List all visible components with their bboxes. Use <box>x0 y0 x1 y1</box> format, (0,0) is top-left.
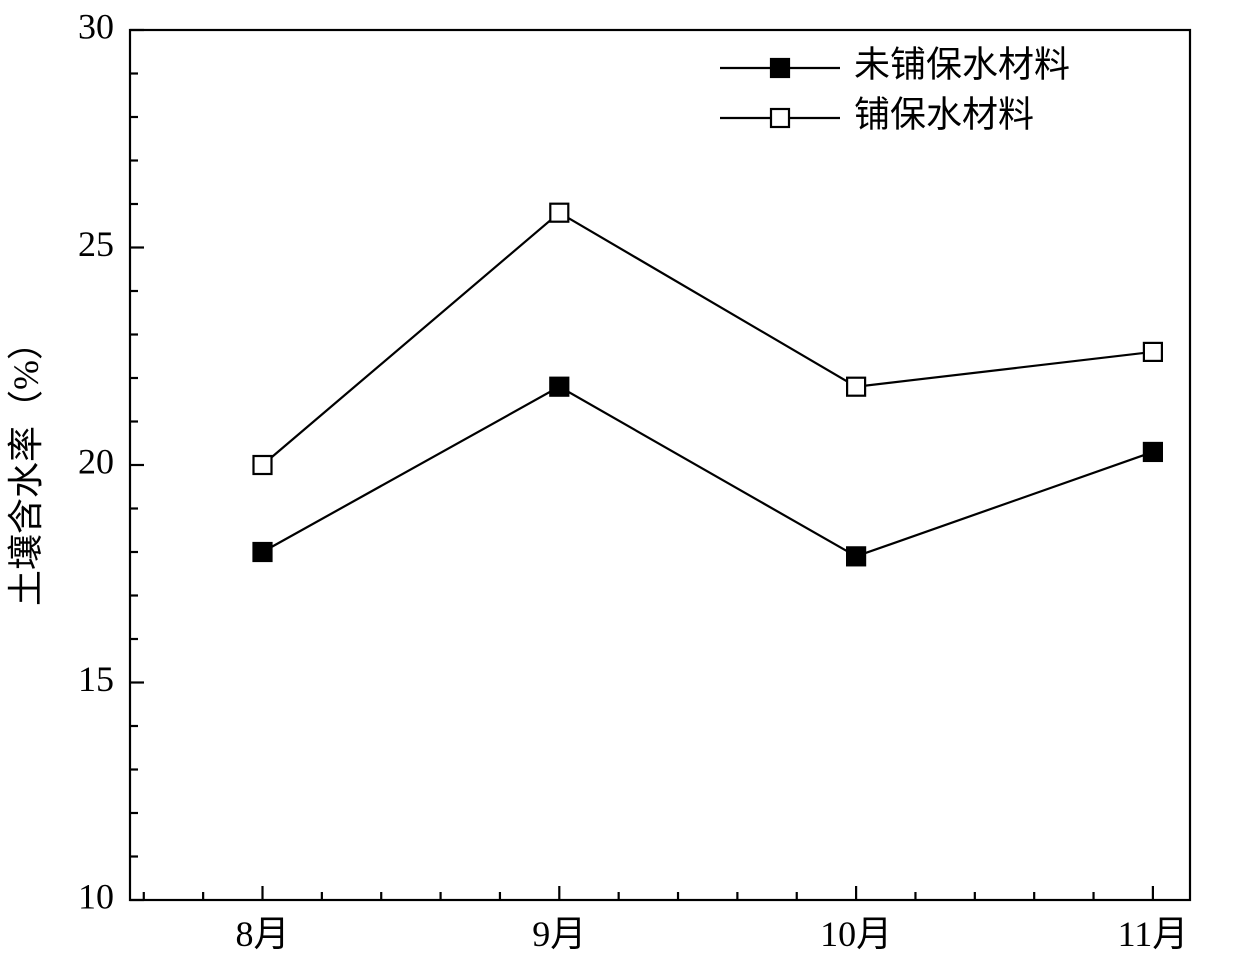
legend-label-mulch: 铺保水材料 <box>854 94 1034 134</box>
y-axis-label: 土壤含水率（%） <box>6 324 46 606</box>
y-tick-label: 25 <box>78 224 114 264</box>
y-tick-label: 10 <box>78 876 114 916</box>
legend-label-no_mulch: 未铺保水材料 <box>854 44 1070 84</box>
x-tick-label: 8月 <box>235 914 289 954</box>
soil-moisture-line-chart: 10 15 20 25 30 土壤含水率（%） 8月 9月 10月 11月 未铺保水材料铺保水材料 <box>0 0 1240 968</box>
marker-mulch <box>1144 343 1162 361</box>
x-tick-label: 10月 <box>820 914 892 954</box>
series-line-mulch <box>263 213 1153 465</box>
series-line-no_mulch <box>263 387 1153 557</box>
x-tick-label: 9月 <box>532 914 586 954</box>
marker-no_mulch <box>1144 443 1162 461</box>
plot-frame <box>130 30 1190 900</box>
y-tick-label: 20 <box>78 441 114 481</box>
marker-mulch <box>254 456 272 474</box>
marker-no_mulch <box>771 59 789 77</box>
y-tick-label: 30 <box>78 6 114 46</box>
marker-no_mulch <box>847 547 865 565</box>
marker-mulch <box>550 204 568 222</box>
marker-mulch <box>771 109 789 127</box>
marker-no_mulch <box>550 378 568 396</box>
x-tick-label: 11月 <box>1118 914 1189 954</box>
y-tick-label: 15 <box>78 659 114 699</box>
marker-no_mulch <box>254 543 272 561</box>
chart-svg: 10 15 20 25 30 土壤含水率（%） 8月 9月 10月 11月 未铺保水材料铺保水材料 <box>0 0 1240 968</box>
marker-mulch <box>847 378 865 396</box>
